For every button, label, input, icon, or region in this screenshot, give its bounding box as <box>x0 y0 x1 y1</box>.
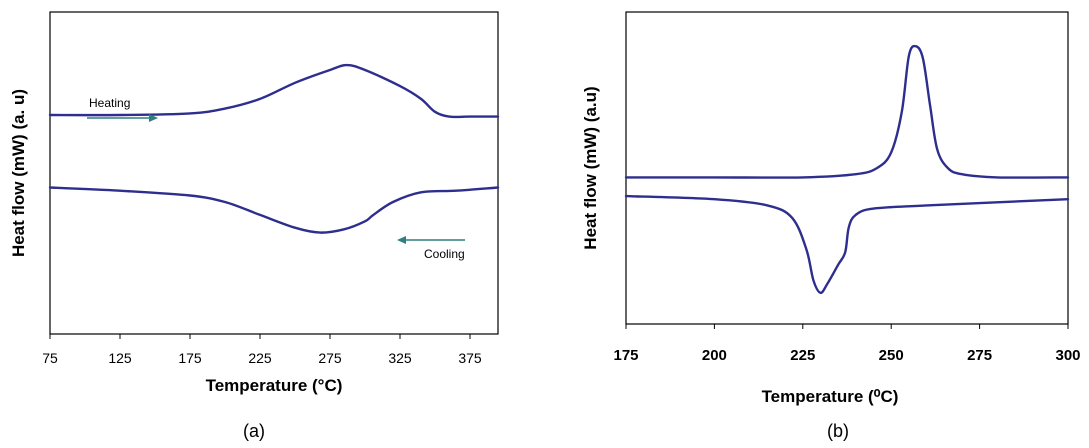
y-axis-label-b: Heat flow (mW) (a.u) <box>581 86 600 249</box>
x-tick-label-b: 200 <box>702 347 727 364</box>
x-tick-label-a: 275 <box>318 350 342 366</box>
panel-label-b: (b) <box>827 421 849 441</box>
series-a <box>48 63 500 234</box>
series-b <box>624 44 1070 294</box>
x-tick-label-b: 250 <box>879 347 904 364</box>
series-line-heating-b <box>624 44 1070 179</box>
x-tick-label-a: 375 <box>458 350 482 366</box>
x-ticks-a: 75 125 175 225 275 325 375 <box>42 334 482 366</box>
arrow-left-icon <box>397 236 465 244</box>
series-line-cooling-b <box>624 194 1070 294</box>
x-tick-label-a: 225 <box>248 350 272 366</box>
annotation-heating: Heating <box>89 96 130 110</box>
chart-panel-b: 175 200 225 250 275 300 Temperature (⁰C) Heat… <box>581 11 1081 441</box>
x-tick-label-b: 300 <box>1055 347 1080 364</box>
series-line-cooling-a <box>48 186 500 234</box>
plot-frame-b <box>625 11 1069 325</box>
x-tick-label-b: 275 <box>967 347 992 364</box>
arrow-right-icon <box>87 114 158 122</box>
x-axis-label-b: Temperature (⁰C) <box>762 387 899 406</box>
x-tick-label-b: 175 <box>613 347 638 364</box>
plot-frame-a <box>49 11 499 335</box>
x-tick-label-a: 175 <box>178 350 202 366</box>
x-tick-label-a: 75 <box>42 350 58 366</box>
x-tick-label-b: 225 <box>790 347 815 364</box>
annotation-cooling: Cooling <box>424 247 465 261</box>
x-tick-label-a: 125 <box>108 350 132 366</box>
y-axis-label-a: Heat flow (mW) (a. u) <box>9 89 28 257</box>
panel-label-a: (a) <box>243 421 265 441</box>
series-line-heating-a <box>48 63 500 119</box>
x-axis-label-a: Temperature (°C) <box>206 376 343 395</box>
x-ticks-b: 175 200 225 250 275 300 <box>613 324 1081 364</box>
chart-panel-a: 75 125 175 225 275 325 375 Temperature (°C) He… <box>9 11 500 441</box>
x-tick-label-a: 325 <box>388 350 412 366</box>
